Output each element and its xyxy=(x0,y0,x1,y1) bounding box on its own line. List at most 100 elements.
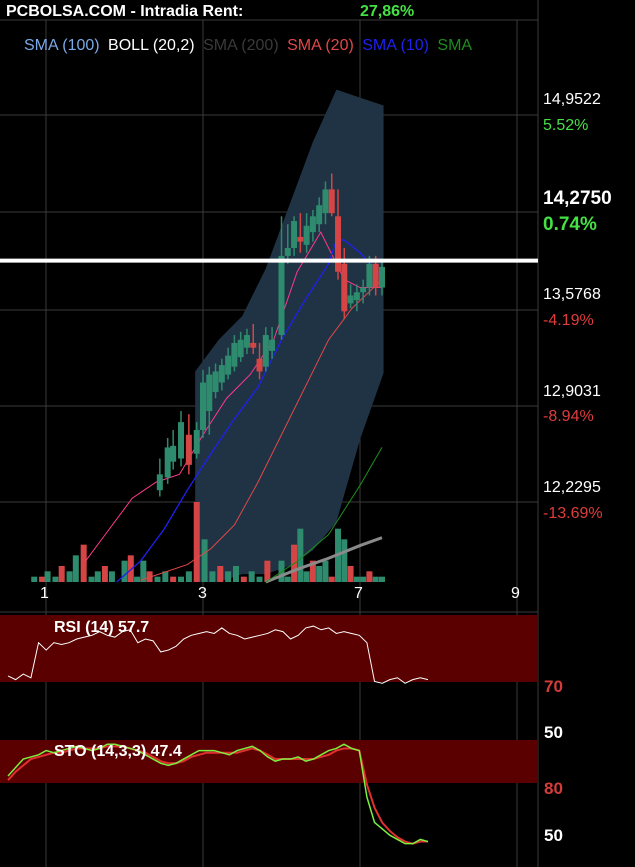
candle-body xyxy=(291,221,298,248)
candle-body xyxy=(303,225,310,245)
sto-lower-level: 50 xyxy=(544,826,563,845)
candle-body xyxy=(347,295,354,304)
candle-body xyxy=(269,339,276,351)
volume-bar xyxy=(360,576,367,582)
volume-bar xyxy=(303,571,310,582)
volume-bar xyxy=(309,560,316,582)
candle-body xyxy=(218,365,225,383)
volume-bar xyxy=(193,502,200,582)
sma-green-line xyxy=(265,447,383,583)
volume-bar xyxy=(297,528,304,582)
rsi-line xyxy=(7,625,429,684)
candle-body xyxy=(212,371,219,393)
volume-bar xyxy=(94,571,101,582)
candle-body xyxy=(243,335,250,348)
candle-body xyxy=(278,255,285,336)
volume-bar xyxy=(154,576,161,582)
candle-body xyxy=(237,339,244,358)
volume-bar xyxy=(80,544,87,582)
candle-body xyxy=(284,247,291,256)
volume-bar xyxy=(52,576,59,582)
price-level-3: 13,5768 xyxy=(543,286,601,303)
volume-bar xyxy=(341,539,348,582)
price-pct-3: -4.19% xyxy=(543,312,594,329)
candle-body xyxy=(256,358,263,372)
volume-bar xyxy=(108,571,115,582)
volume-bar xyxy=(31,576,38,582)
volume-bar xyxy=(232,566,239,582)
candle-body xyxy=(341,263,348,312)
volume-bar xyxy=(58,566,65,582)
volume-bar xyxy=(347,566,354,582)
header-title: PCBOLSA.COM - Intradia Rent: xyxy=(6,3,244,20)
candle-body xyxy=(366,263,373,288)
candle-body xyxy=(297,236,304,242)
candle-body xyxy=(156,474,163,491)
candle-body xyxy=(225,355,232,375)
sto-k-line xyxy=(7,743,429,845)
candle-body xyxy=(178,422,185,459)
price-pct-4: -8.94% xyxy=(543,408,594,425)
price-pct-1: 5.52% xyxy=(543,117,589,134)
x-tick-3: 3 xyxy=(198,585,207,602)
volume-bar xyxy=(134,576,141,582)
price-level-5: 12,2295 xyxy=(543,479,601,496)
volume-bar xyxy=(39,576,46,582)
legend-sma200[interactable]: SMA (200) xyxy=(203,37,279,54)
volume-bar xyxy=(121,560,128,582)
volume-bar xyxy=(72,555,79,582)
volume-bar xyxy=(162,571,169,582)
volume-bar xyxy=(66,571,73,582)
volume-bar xyxy=(88,576,95,582)
candle-body xyxy=(250,342,257,348)
legend-sma[interactable]: SMA xyxy=(437,37,473,54)
sma10-line xyxy=(116,239,383,583)
candle-body xyxy=(164,447,171,478)
volume-bar xyxy=(209,571,216,582)
sto-title: STO (14,3,3) 47.4 xyxy=(54,743,182,760)
candle-body xyxy=(193,430,200,454)
volume-bar xyxy=(372,576,379,582)
sma20-line xyxy=(140,279,383,581)
candle-body xyxy=(316,205,323,225)
volume-bar xyxy=(240,576,247,582)
rent-value: 27,86% xyxy=(360,3,415,20)
legend-boll[interactable]: BOLL (20,2) xyxy=(108,37,195,54)
candle-body xyxy=(378,266,385,288)
candle-body xyxy=(322,189,329,214)
x-tick-9: 9 xyxy=(511,585,520,602)
candle-body xyxy=(170,445,177,462)
volume-bar xyxy=(170,576,177,582)
candle-body xyxy=(353,292,360,301)
volume-bar xyxy=(366,571,373,582)
legend-sma100[interactable]: SMA (100) xyxy=(24,37,100,54)
volume-bar xyxy=(378,576,385,582)
volume-bar xyxy=(322,560,329,582)
candle-body xyxy=(360,287,367,293)
rsi-upper-level: 70 xyxy=(544,677,563,696)
candle-body xyxy=(328,189,335,214)
legend-sma20[interactable]: SMA (20) xyxy=(287,37,354,54)
price-level-1: 14,9522 xyxy=(543,91,601,108)
volume-bar xyxy=(264,560,271,582)
rsi-lower-level: 50 xyxy=(544,723,563,742)
bollinger-band xyxy=(195,89,384,582)
candle-body xyxy=(206,374,213,412)
volume-bar xyxy=(127,555,134,582)
volume-bar xyxy=(101,566,108,582)
candle-body xyxy=(200,382,206,431)
candle-body xyxy=(185,434,192,465)
price-level-2: 14,2750 xyxy=(543,188,612,209)
legend-sma10[interactable]: SMA (10) xyxy=(362,37,429,54)
price-pct-5: -13.69% xyxy=(543,505,603,522)
candle-body xyxy=(262,335,269,367)
volume-bar xyxy=(353,576,360,582)
volume-bar xyxy=(256,576,263,582)
volume-bar xyxy=(217,566,224,582)
sto-upper-level: 80 xyxy=(544,779,563,798)
price-pct-2: 0.74% xyxy=(543,214,597,235)
candle-body xyxy=(309,216,316,233)
volume-bar xyxy=(328,576,335,582)
indicator-legend: SMA (100) BOLL (20,2) SMA (200) SMA (20)… xyxy=(24,37,476,55)
